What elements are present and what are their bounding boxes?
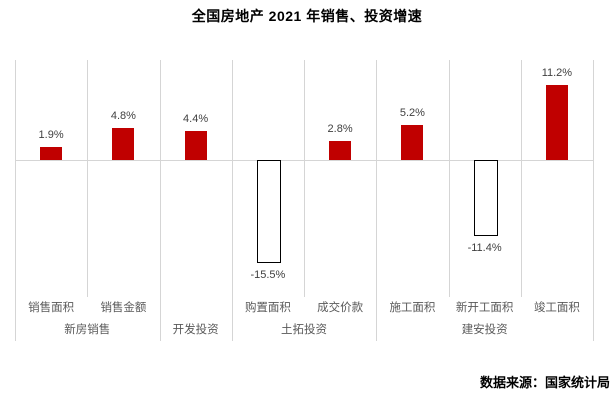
bar-销售金额 xyxy=(112,127,135,160)
bar-施工面积 xyxy=(401,125,424,160)
group-divider-line xyxy=(593,60,594,341)
zero-axis-line xyxy=(15,159,593,161)
bar-竣工面积 xyxy=(545,85,568,160)
bar-成交价款 xyxy=(329,141,352,160)
category-label: 销售面积 xyxy=(28,302,75,314)
value-label: 5.2% xyxy=(399,107,425,120)
bar-col2 xyxy=(184,130,207,160)
value-label: 11.2% xyxy=(541,67,573,80)
category-divider-line xyxy=(448,60,450,297)
group-label: 建安投资 xyxy=(461,324,508,336)
group-label: 开发投资 xyxy=(172,324,219,336)
data-source-label: 数据来源：国家统计局 xyxy=(479,375,610,390)
category-label: 成交价款 xyxy=(317,302,364,314)
chart-title: 全国房地产 2021 年销售、投资增速 xyxy=(191,8,423,24)
category-divider-line xyxy=(87,60,89,297)
category-divider-line xyxy=(304,60,305,297)
group-divider-line xyxy=(15,60,16,341)
value-label: -11.4% xyxy=(467,241,502,254)
group-divider-line xyxy=(231,60,233,341)
value-label: 4.4% xyxy=(183,112,209,125)
value-label: 1.9% xyxy=(38,129,64,142)
value-label: -15.5% xyxy=(250,269,286,281)
group-label: 新房销售 xyxy=(64,324,111,336)
category-label: 销售金额 xyxy=(100,302,147,314)
category-label: 购置面积 xyxy=(244,302,291,314)
bar-购置面积 xyxy=(256,159,281,264)
bar-销售面积 xyxy=(40,147,63,160)
value-label: 4.8% xyxy=(110,109,136,122)
category-label: 施工面积 xyxy=(389,302,436,314)
category-label: 竣工面积 xyxy=(533,302,580,314)
category-divider-line xyxy=(520,60,522,297)
group-divider-line xyxy=(159,60,161,341)
category-label: 新开工面积 xyxy=(455,302,514,314)
value-label: 2.8% xyxy=(327,123,353,136)
group-label: 土拓投资 xyxy=(281,324,328,336)
bar-新开工面积 xyxy=(473,159,498,236)
group-divider-line xyxy=(376,60,378,341)
